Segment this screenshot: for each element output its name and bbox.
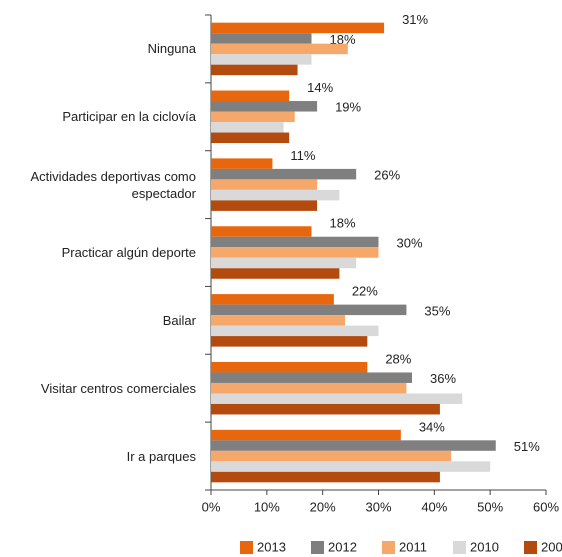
bar <box>211 382 407 394</box>
bar <box>211 189 340 201</box>
bar <box>211 429 401 441</box>
value-label: 11% <box>290 148 315 163</box>
x-tick-label: 0% <box>202 499 221 514</box>
bar <box>211 122 284 133</box>
x-tick-label: 30% <box>365 499 391 514</box>
bar <box>211 372 412 383</box>
bar <box>211 43 348 55</box>
bar <box>211 257 357 269</box>
bar <box>211 440 496 451</box>
legend-swatch <box>453 541 466 554</box>
x-tick-label: 60% <box>533 499 559 514</box>
bar <box>211 247 379 258</box>
x-tick-label: 20% <box>310 499 336 514</box>
category-label: Visitar centros comerciales <box>40 380 196 396</box>
bar <box>211 200 318 211</box>
value-label: 14% <box>307 80 333 95</box>
bar <box>211 22 385 34</box>
bar <box>211 33 312 44</box>
bar <box>211 294 334 305</box>
bar <box>211 236 379 248</box>
bar <box>211 336 368 347</box>
value-label: 18% <box>330 216 356 231</box>
value-label: 19% <box>335 100 361 115</box>
legend-swatch <box>382 541 395 554</box>
bar <box>211 90 290 102</box>
category-label: Ninguna <box>147 41 196 57</box>
category-label: Actividades deportivas como espectador <box>30 168 196 201</box>
value-label: 28% <box>385 351 411 366</box>
bar <box>211 268 340 279</box>
bar <box>211 158 273 169</box>
category-label: Bailar <box>162 312 196 328</box>
legend-label: 2010 <box>470 539 499 554</box>
bar <box>211 393 463 404</box>
bar <box>211 168 357 180</box>
legend-label: 2009 <box>541 539 562 554</box>
bar <box>211 450 452 462</box>
x-tick-label: 50% <box>477 499 503 514</box>
bar <box>211 325 379 337</box>
bar <box>211 226 312 237</box>
value-label: 35% <box>424 303 450 318</box>
bar <box>211 403 440 415</box>
legend-label: 2012 <box>328 539 357 554</box>
value-label: 34% <box>419 419 445 434</box>
category-label: Practicar algún deporte <box>61 245 196 260</box>
value-label: 22% <box>352 284 378 299</box>
value-label: 36% <box>430 371 456 386</box>
legend-swatch <box>311 541 324 554</box>
value-label: 18% <box>330 32 356 47</box>
value-label: 31% <box>402 12 428 27</box>
legend-swatch <box>524 541 537 554</box>
bar <box>211 132 290 144</box>
value-label: 51% <box>514 439 540 454</box>
bar <box>211 179 318 190</box>
bar <box>211 461 491 472</box>
bar <box>211 54 312 65</box>
bar <box>211 111 295 123</box>
bar <box>211 315 345 326</box>
bar <box>211 471 440 483</box>
x-tick-label: 10% <box>254 499 280 514</box>
legend-label: 2011 <box>399 539 427 554</box>
x-tick-label: 40% <box>421 499 447 514</box>
category-label: Ir a parques <box>126 448 196 464</box>
value-label: 26% <box>374 168 400 183</box>
bar <box>211 64 298 76</box>
bar <box>211 101 318 112</box>
legend-label: 2013 <box>257 539 286 554</box>
value-label: 30% <box>397 235 423 250</box>
category-label: Participar en la ciclovía <box>62 109 196 125</box>
legend-swatch <box>240 541 253 554</box>
bar <box>211 361 368 373</box>
bar <box>211 304 407 316</box>
